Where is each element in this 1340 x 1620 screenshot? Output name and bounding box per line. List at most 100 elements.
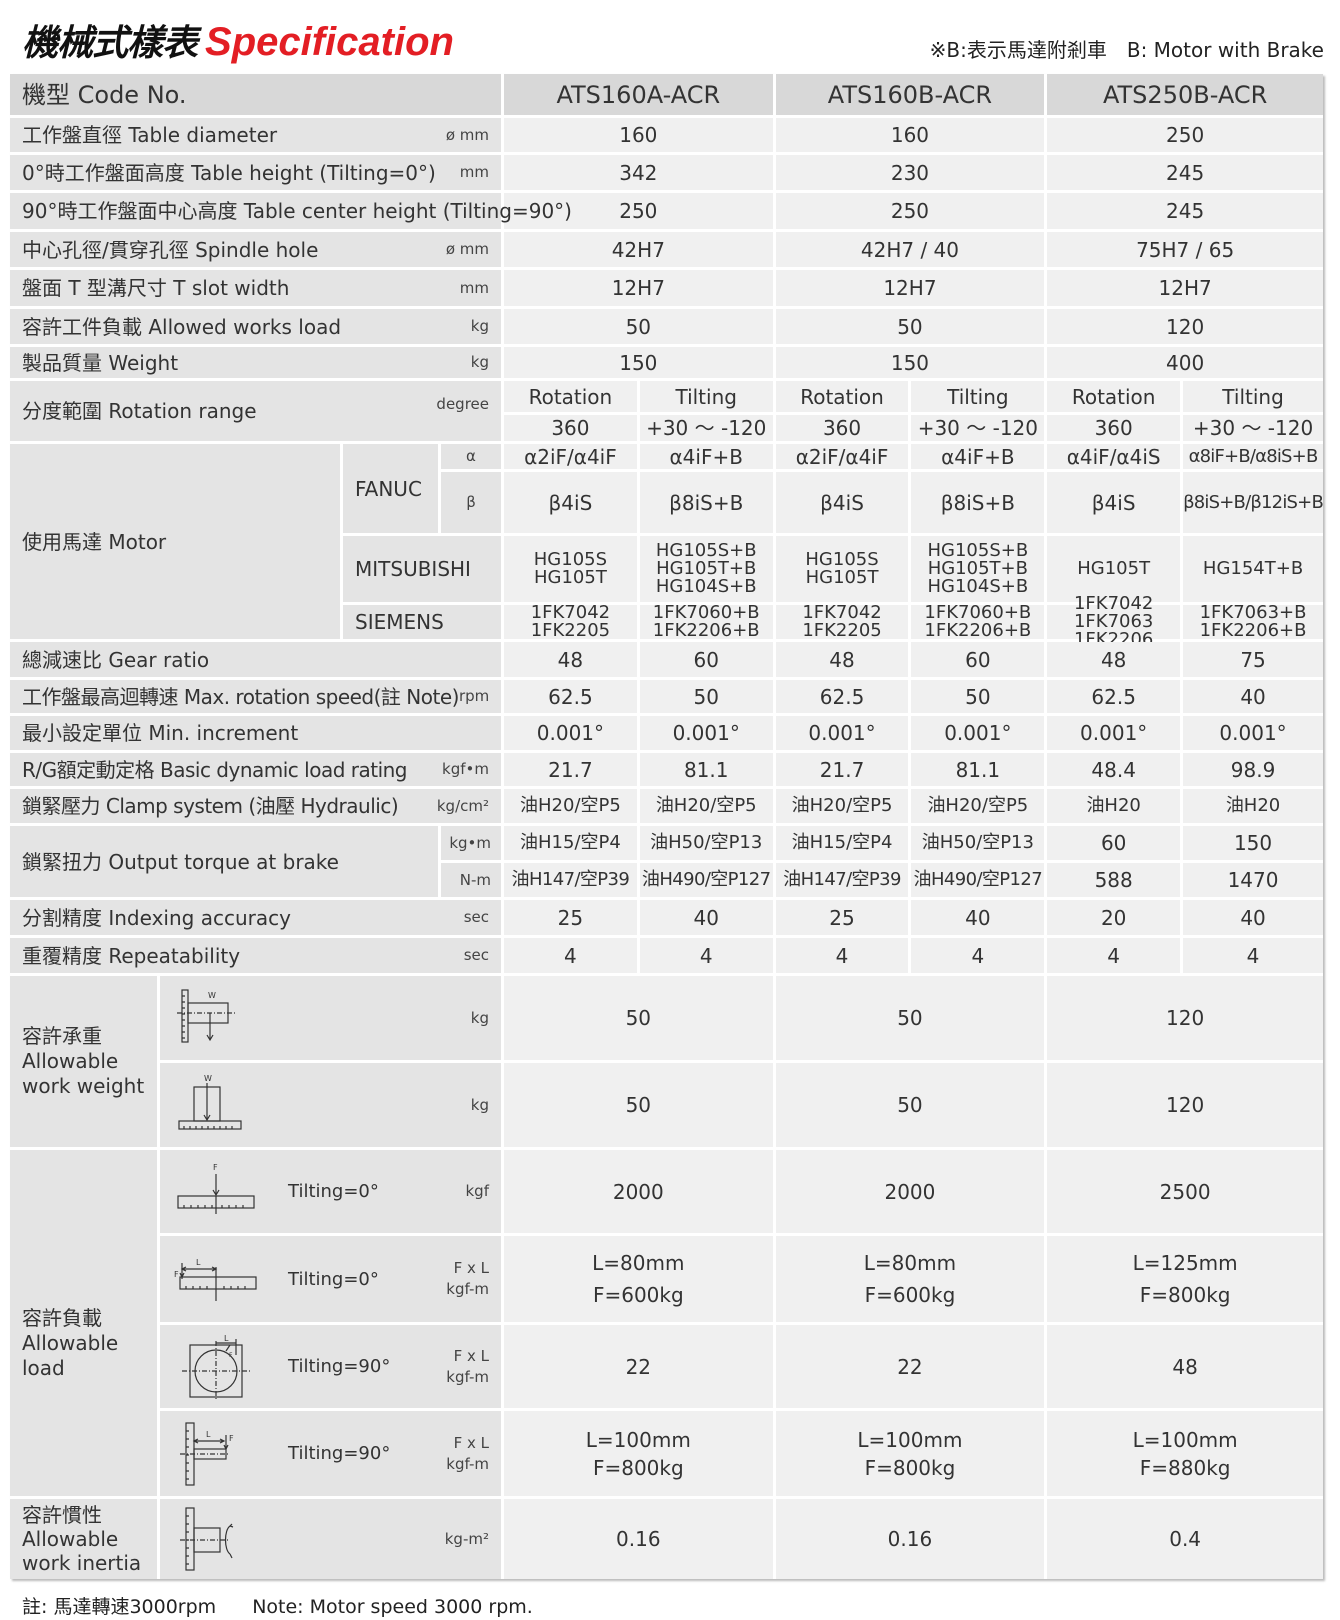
value-cell: 1470 — [1183, 863, 1323, 897]
value-line: HG104S+B — [927, 576, 1029, 597]
value-line: 1FK7060+B — [924, 602, 1032, 623]
value-cell: 1FK7060+B 1FK2206+B — [911, 602, 1045, 641]
value-cell: 48 — [504, 642, 637, 677]
unit: kg — [470, 317, 489, 335]
value-cell: 588 — [1047, 863, 1181, 897]
row-label-gear-ratio: 總減速比 Gear ratio — [10, 642, 501, 677]
value-cell: L=80mm F=600kg — [504, 1236, 773, 1322]
label-text: 盤面 T 型溝尺寸 T slot width — [22, 276, 290, 300]
row-label-min-increment: 最小設定單位 Min. increment — [10, 716, 501, 750]
brake-note: ※B:表示馬達附剎車 B: Motor with Brake — [929, 38, 1324, 62]
value-line: F=600kg — [592, 1283, 684, 1307]
unit-line: kgf — [465, 1182, 490, 1200]
value-cell: 1FK7060+B 1FK2206+B — [639, 604, 773, 640]
value-cell: 21.7 — [504, 753, 637, 786]
brand-siemens: SIEMENS — [343, 605, 501, 639]
value-cell: HG105S HG105T — [504, 536, 637, 602]
value-cell: 4 — [775, 938, 909, 973]
value-cell: 0.001° — [775, 716, 909, 750]
label-line: work inertia — [22, 1551, 142, 1575]
svg-text:L: L — [206, 1430, 211, 1439]
label-text: 分度範圍 Rotation range — [22, 399, 257, 423]
row-label-torque: 鎖緊扭力 Output torque at brake — [10, 826, 438, 897]
value-cell: 48 — [775, 642, 909, 677]
value-cell: β4iS — [1047, 472, 1181, 533]
label-text: 容許工件負載 Allowed works load — [22, 314, 342, 339]
value-line: 2000 — [612, 1179, 664, 1204]
label-line: load — [22, 1355, 65, 1380]
value-cell: 120 — [1047, 976, 1323, 1060]
value-cell: 62.5 — [504, 680, 637, 713]
value-cell: 22 — [504, 1325, 773, 1408]
value-cell: 油H20 — [1183, 789, 1323, 823]
label-text: 總減速比 Gear ratio — [22, 647, 210, 672]
value-line: 1FK7063 — [1073, 611, 1154, 632]
value-cell: α4iF/α4iS — [1047, 444, 1181, 469]
tilting-label: Tilting=90° — [288, 1443, 391, 1464]
row-label-clamp: 鎖緊壓力 Clamp system (油壓 Hydraulic) kg/cm² — [10, 789, 501, 823]
value-cell: 油H147/空P39 — [504, 863, 637, 897]
value-cell: 42H7 — [504, 232, 773, 267]
label-text: 工作盤最高迴轉速 Max. rotation speed(註 Note) — [22, 684, 459, 709]
label-text: 鎖緊壓力 Clamp system (油壓 Hydraulic) — [22, 794, 399, 818]
unit: kg•m — [441, 826, 501, 860]
spec-table: 機型 Code No. ATS160A-ACR ATS160B-ACR ATS2… — [10, 74, 1324, 1579]
value-cell: 油H20/空P5 — [775, 789, 909, 823]
value-line: HG104S+B — [655, 576, 757, 597]
face-moment-icon: L F — [182, 1335, 250, 1399]
value-cell: 360 — [1047, 415, 1181, 441]
value-cell: 48.4 — [1047, 753, 1181, 786]
value-line: F=600kg — [864, 1283, 956, 1307]
row-label-max-speed: 工作盤最高迴轉速 Max. rotation speed(註 Note) rpm — [10, 680, 501, 713]
value-cell: 油H147/空P39 — [775, 863, 909, 897]
value-cell: 12H7 — [504, 270, 773, 306]
unit: rpm — [458, 687, 490, 705]
value-cell: 245 — [1047, 193, 1323, 229]
label-text: 0°時工作盤面高度 Table height (Tilting=0°) — [22, 160, 436, 185]
label-line: Allowable — [22, 1527, 119, 1551]
label-text: 90°時工作盤面中心高度 Table center height (Tiltin… — [22, 199, 572, 223]
footer-note-zh: 註: 馬達轉速3000rpm — [22, 1596, 217, 1618]
tilting-label: Tilting=0° — [288, 1268, 379, 1290]
value-cell: 98.9 — [1183, 753, 1323, 786]
sub-header: Rotation — [1047, 381, 1181, 412]
unit: ø mm — [445, 240, 489, 258]
condition-cell: F L Tilting=0° F x L kgf-m — [160, 1236, 501, 1322]
value-cell: 50 — [775, 1063, 1045, 1147]
value-cell: 0.001° — [1047, 716, 1181, 750]
value-line: 1FK7042 — [1073, 593, 1154, 614]
label-text: 使用馬達 Motor — [22, 529, 167, 554]
value-cell: L=100mm F=800kg — [504, 1411, 773, 1496]
brand-label: FANUC — [355, 476, 422, 501]
value-cell: 0.16 — [775, 1499, 1045, 1579]
sub-header: Tilting — [639, 381, 773, 412]
value-cell: 40 — [911, 900, 1045, 935]
value-cell: 360 — [504, 415, 637, 441]
brand-fanuc: FANUC — [343, 444, 438, 533]
value-cell: 150 — [775, 347, 1045, 378]
value-cell: 2500 — [1047, 1150, 1323, 1233]
value-cell: L=100mm F=880kg — [1047, 1411, 1323, 1496]
value-cell: +30 ～ -120 — [1183, 415, 1323, 441]
value-line: L=100mm — [857, 1427, 963, 1452]
value-line: 1FK2206+B — [924, 620, 1032, 641]
value-cell: HG154T+B — [1183, 536, 1323, 602]
model-header: ATS160A-ACR — [504, 74, 773, 115]
unit: kg — [470, 1095, 489, 1114]
value-cell: 0.001° — [504, 716, 637, 750]
value-line: HG105S+B — [927, 540, 1029, 561]
value-cell: 50 — [504, 309, 773, 344]
title-en: Specification — [205, 20, 454, 64]
horizontal-table-load-icon: W — [178, 1074, 242, 1130]
value-cell: 120 — [1047, 309, 1323, 344]
row-label-spindle-hole: 中心孔徑/貫穿孔徑 Spindle hole ø mm — [10, 232, 501, 267]
value-line: HG105S — [533, 549, 608, 570]
value-line: HG105T — [533, 567, 607, 588]
title-zh: 機械式樣表 — [22, 23, 198, 64]
page-title: 機械式樣表 Specification — [22, 14, 454, 66]
label-text: 分割精度 Indexing accuracy — [22, 905, 291, 930]
condition-cell: F Tilting=0° kgf — [160, 1150, 501, 1233]
value-cell: 230 — [775, 155, 1045, 190]
value-cell: 62.5 — [1047, 680, 1181, 713]
value-cell: 48 — [1047, 642, 1181, 677]
